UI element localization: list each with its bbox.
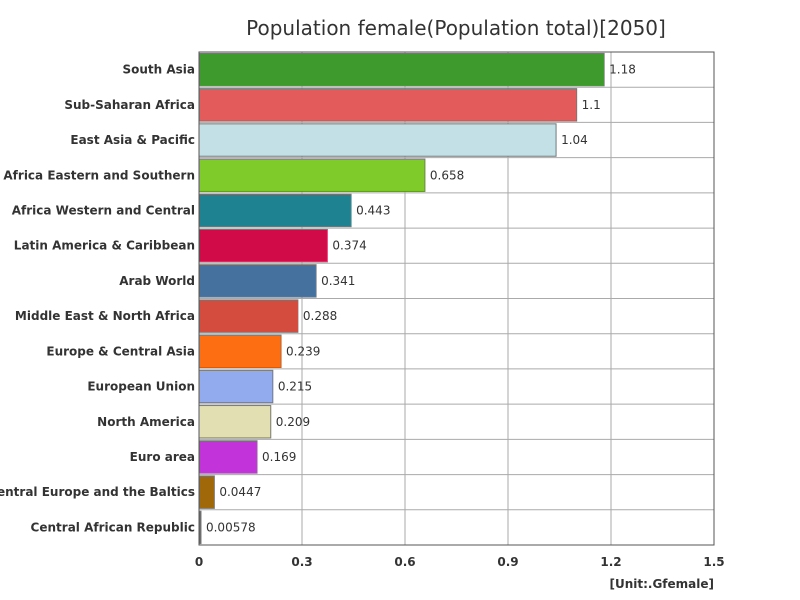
category-label: North America xyxy=(97,415,195,429)
category-label: Arab World xyxy=(119,274,195,288)
x-tick-label: 1.5 xyxy=(703,555,724,569)
category-label: Central African Republic xyxy=(31,520,195,534)
value-labels: 1.18 1.1 1.04 0.658 0.443 0.374 0.341 0.288 0.23… xyxy=(206,63,636,535)
bar xyxy=(198,88,578,122)
value-label: 0.209 xyxy=(276,415,310,429)
category-label: South Asia xyxy=(122,63,195,77)
x-axis-ticks: 0 0.3 0.6 0.9 1.2 1.5 xyxy=(195,555,725,569)
value-label: 0.215 xyxy=(278,380,312,394)
value-label: 0.341 xyxy=(321,274,355,288)
value-label: 1.04 xyxy=(561,133,588,147)
bar xyxy=(198,299,299,333)
bar xyxy=(198,405,272,439)
category-label: Europe & Central Asia xyxy=(46,344,195,358)
value-label: 0.443 xyxy=(356,203,390,217)
bar xyxy=(198,158,426,192)
category-label: European Union xyxy=(87,380,195,394)
value-label: 0.658 xyxy=(430,168,464,182)
value-label: 0.374 xyxy=(332,239,366,253)
category-label: Latin America & Caribbean xyxy=(14,239,195,253)
x-tick-label: 0.6 xyxy=(394,555,415,569)
category-label: Sub-Saharan Africa xyxy=(64,98,195,112)
category-labels: South Asia Sub-Saharan Africa East Asia & … xyxy=(0,63,195,535)
category-label: East Asia & Pacific xyxy=(70,133,195,147)
category-label: Africa Eastern and Southern xyxy=(3,168,195,182)
value-label: 0.0447 xyxy=(219,485,261,499)
chart-title: Population female(Population total)[2050… xyxy=(246,16,666,40)
bar xyxy=(198,369,274,404)
value-label: 0.288 xyxy=(303,309,337,323)
x-tick-label: 0.9 xyxy=(497,555,518,569)
bars xyxy=(198,52,605,545)
bar xyxy=(198,123,557,157)
bar xyxy=(198,52,605,87)
bar xyxy=(198,193,352,228)
bar xyxy=(198,228,328,263)
bar xyxy=(198,475,215,509)
plot-border xyxy=(198,51,715,546)
x-tick-label: 1.2 xyxy=(600,555,621,569)
bar xyxy=(198,440,258,474)
value-label: 0.169 xyxy=(262,450,296,464)
category-label: Central Europe and the Baltics xyxy=(0,485,195,499)
x-tick-label: 0 xyxy=(195,555,203,569)
value-label: 0.239 xyxy=(286,344,320,358)
category-label: Middle East & North Africa xyxy=(15,309,195,323)
value-label: 1.18 xyxy=(609,63,636,77)
bar xyxy=(198,334,282,369)
category-label: Euro area xyxy=(130,450,195,464)
x-tick-label: 0.3 xyxy=(291,555,312,569)
unit-label: [Unit:.Gfemale] xyxy=(609,577,714,591)
category-label: Africa Western and Central xyxy=(12,203,195,217)
value-label: 0.00578 xyxy=(206,520,256,534)
bar xyxy=(198,264,317,298)
value-label: 1.1 xyxy=(582,98,601,112)
